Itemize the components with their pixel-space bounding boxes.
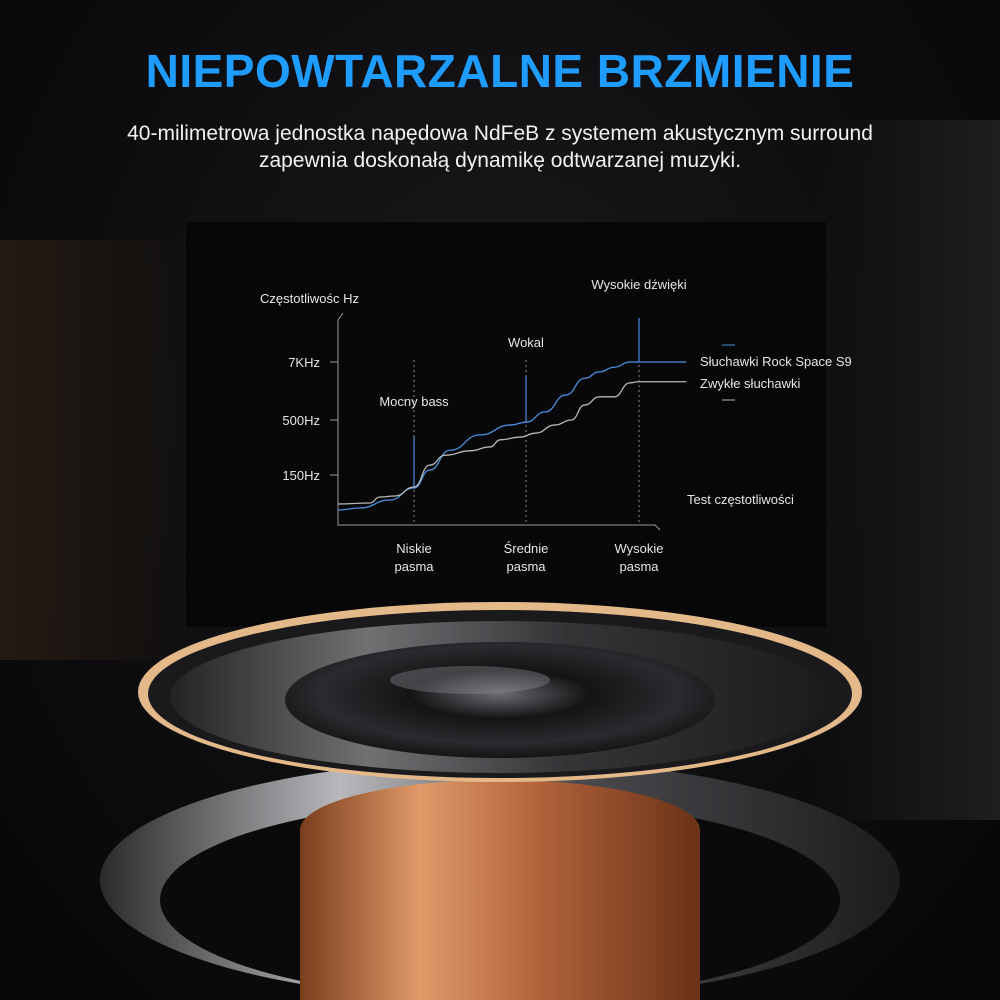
x-axis-label: Test częstotliwości (687, 492, 794, 507)
annotation-label: Wysokie dźwięki (591, 277, 686, 292)
x-tick-label: pasma (394, 559, 434, 574)
subtitle-line-1: 40-milimetrowa jednostka napędowa NdFeB … (127, 122, 873, 145)
legend-label: Zwykłe słuchawki (700, 376, 801, 391)
chart-panel (186, 222, 826, 627)
y-tick-label: 7KHz (288, 355, 320, 370)
frequency-chart: Częstotliwośc Hz Test częstotliwości 150… (260, 277, 852, 574)
series-line-rock-space-s9 (337, 361, 687, 511)
diaphragm-dome (285, 642, 715, 758)
voice-coil-top (300, 780, 700, 880)
y-tick-label: 500Hz (282, 413, 320, 428)
subtitle-line-2: zapewnia doskonałą dynamikę odtwarzanej … (258, 149, 742, 172)
page-title: NIEPOWTARZALNE BRZMIENIE (145, 45, 855, 97)
axis-lines (337, 312, 661, 531)
y-tick-label: 150Hz (282, 468, 320, 483)
driver-illustration (100, 602, 900, 1000)
subtitle: 40-milimetrowa jednostka napędowa NdFeB … (0, 120, 1000, 174)
x-tick-label: Niskie (396, 541, 431, 556)
series-line-regular-headphones (337, 381, 687, 505)
annotation-label: Wokal (508, 335, 544, 350)
x-tick-label: pasma (506, 559, 546, 574)
dome-highlight (390, 666, 550, 694)
studio-background-left (0, 240, 200, 660)
annotation-label: Mocny bass (379, 394, 449, 409)
legend-label: Słuchawki Rock Space S9 (700, 354, 852, 369)
chart-axes (337, 312, 661, 531)
x-tick-label: Wysokie (614, 541, 663, 556)
x-tick-label: Średnie (504, 541, 549, 556)
y-axis-label: Częstotliwośc Hz (260, 291, 359, 306)
x-tick-label: pasma (619, 559, 659, 574)
